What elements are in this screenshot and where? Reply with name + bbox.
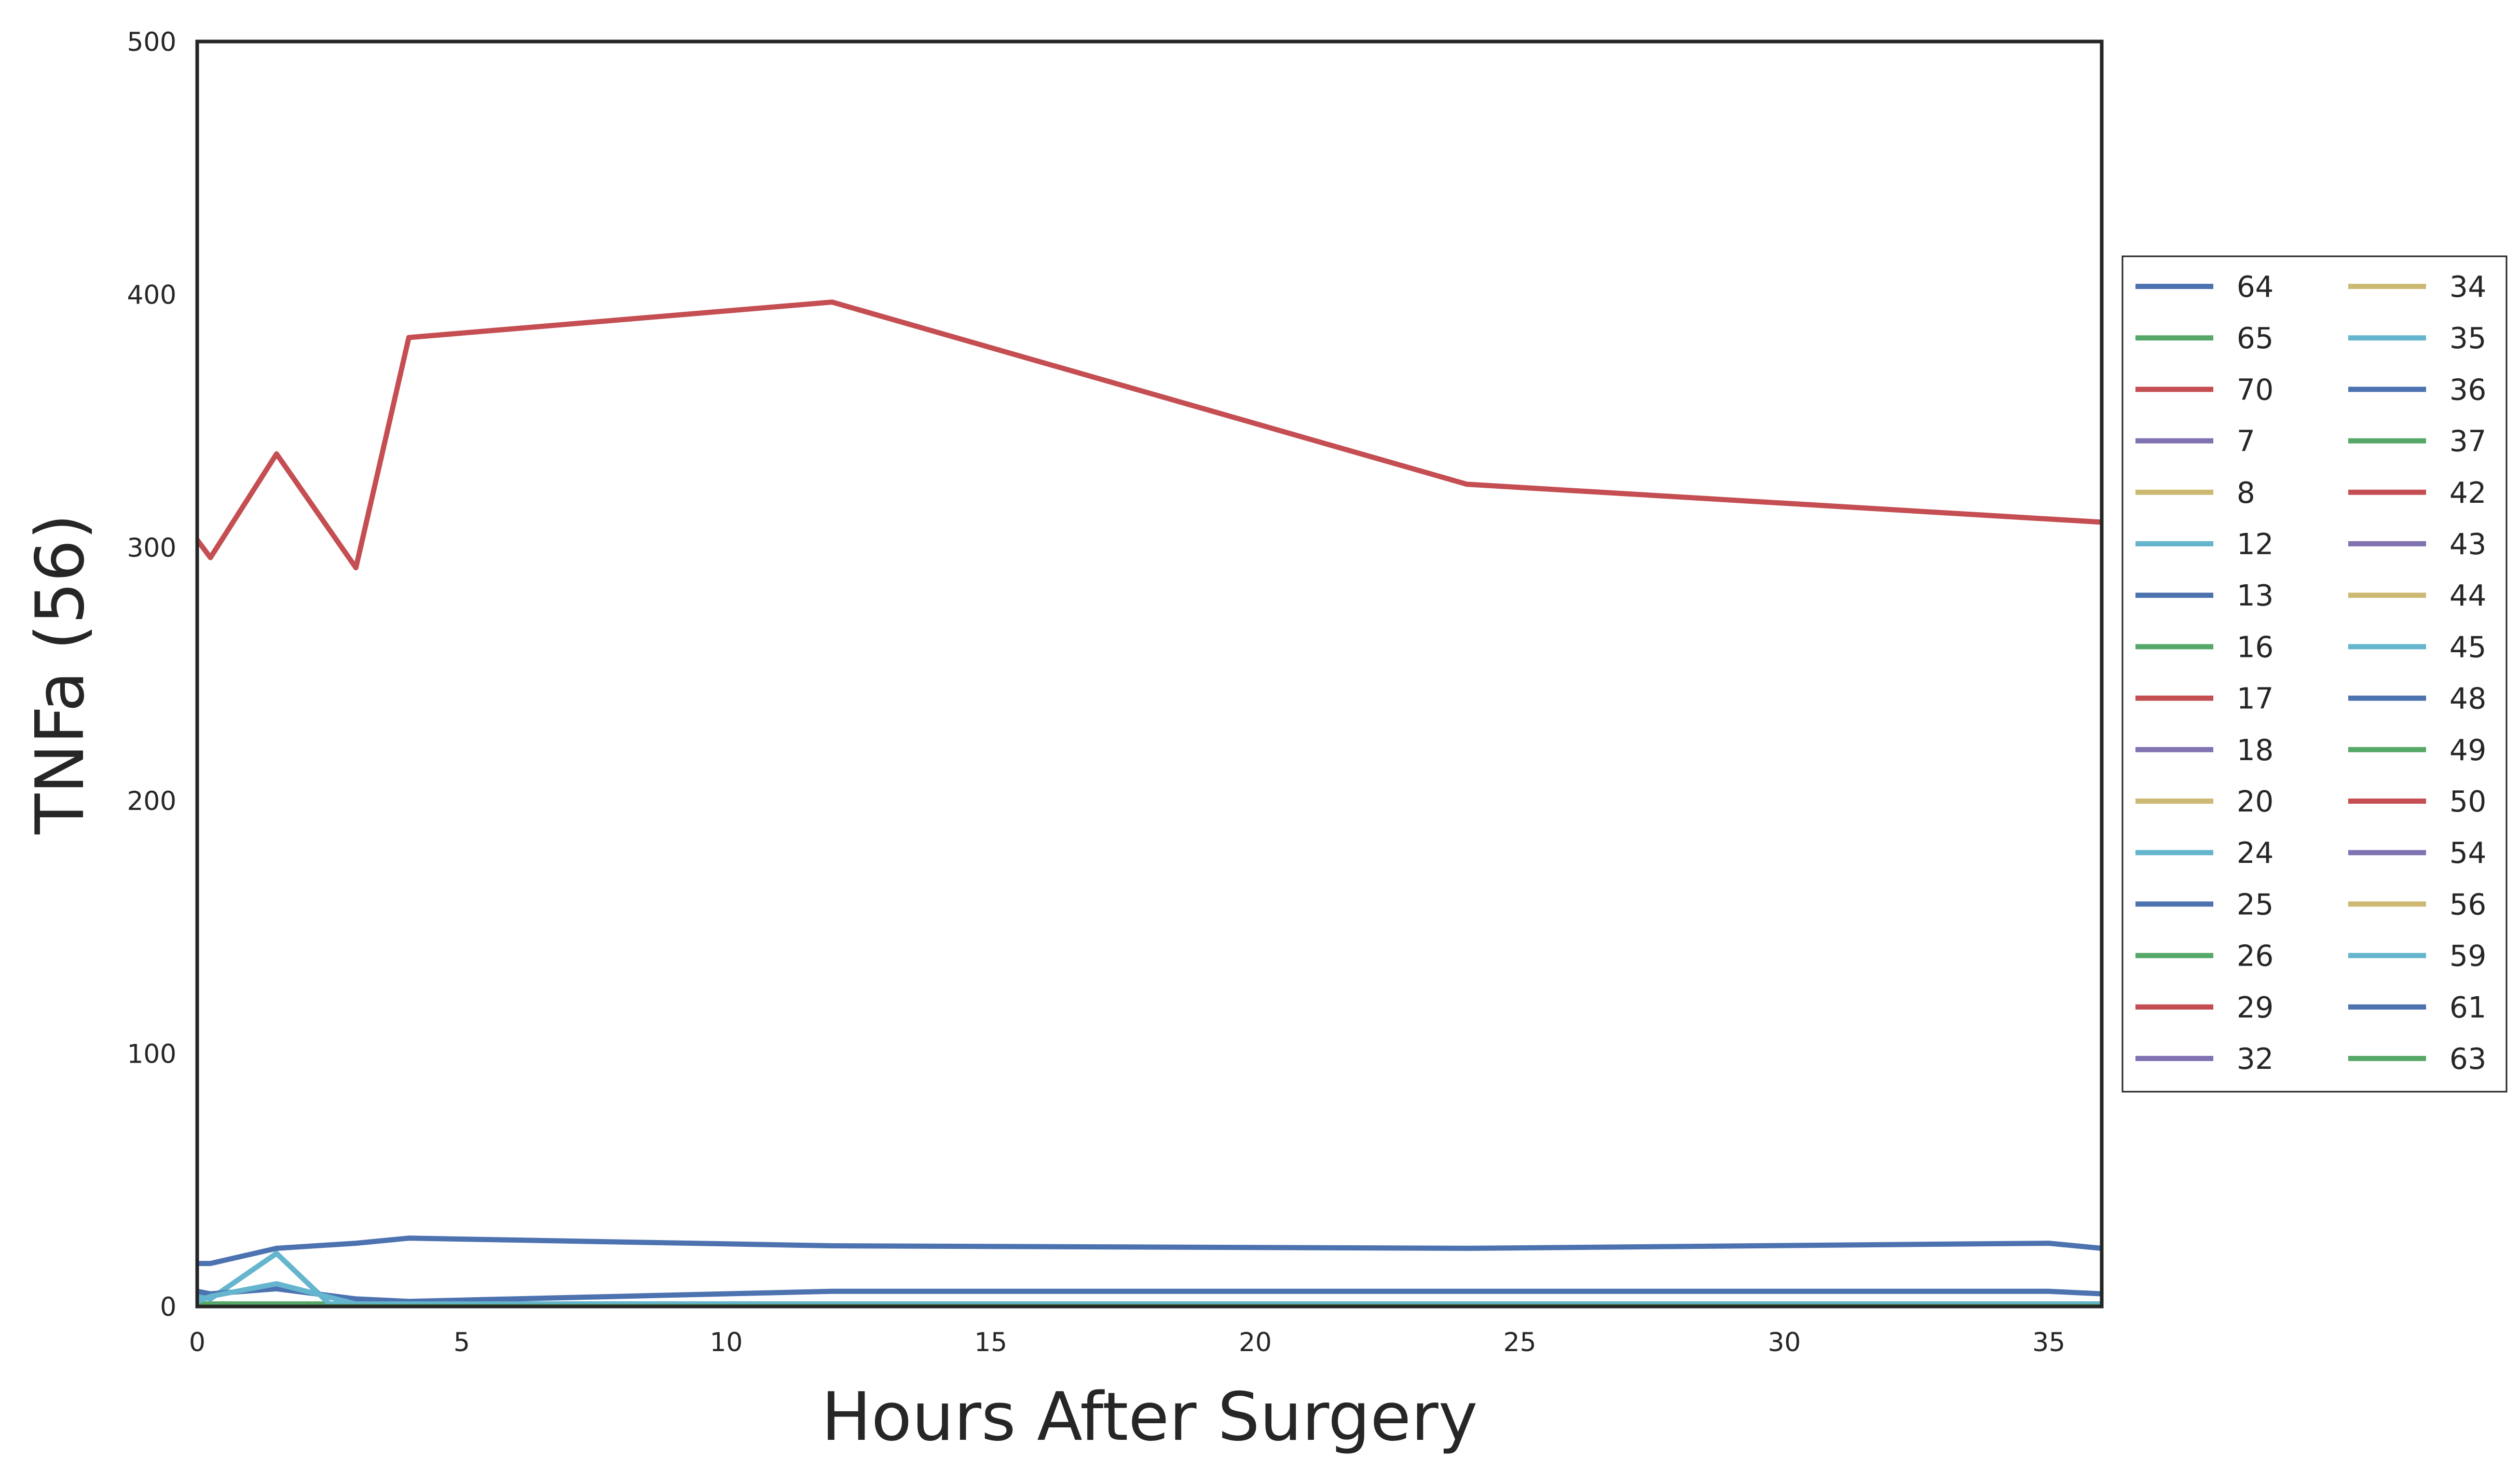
- x-tick-label: 30: [1768, 1327, 1801, 1357]
- legend-label-49: 49: [2449, 734, 2486, 767]
- x-axis-title: Hours After Surgery: [821, 1379, 1478, 1456]
- legend-label-16: 16: [2237, 630, 2274, 664]
- y-tick-label: 100: [127, 1039, 176, 1069]
- x-tick-label: 20: [1239, 1327, 1272, 1357]
- legend-label-37: 37: [2449, 425, 2486, 459]
- x-tick-label: 0: [189, 1327, 206, 1357]
- series-line-64: [197, 1235, 2102, 1267]
- x-tick-label: 15: [974, 1327, 1007, 1357]
- plot-area-frame: [195, 39, 2104, 1309]
- legend-label-8: 8: [2237, 476, 2255, 510]
- legend-label-12: 12: [2237, 528, 2274, 561]
- legend-label-61: 61: [2449, 991, 2486, 1025]
- legend-label-29: 29: [2237, 991, 2274, 1025]
- legend-label-24: 24: [2237, 836, 2274, 870]
- legend-label-44: 44: [2449, 579, 2486, 613]
- legend-label-63: 63: [2449, 1042, 2486, 1076]
- legend-label-26: 26: [2237, 940, 2274, 973]
- legend-label-59: 59: [2449, 940, 2486, 973]
- legend-label-54: 54: [2449, 836, 2486, 870]
- y-tick-label: 500: [127, 27, 176, 57]
- legend-box: [2121, 255, 2508, 1093]
- series-line-13: [197, 1286, 2102, 1304]
- y-tick-label: 0: [160, 1292, 176, 1322]
- x-tick-label: 5: [454, 1327, 470, 1357]
- legend-label-17: 17: [2237, 682, 2274, 716]
- legend: 64 65 70 7 8 12 13 16 17 18 20 24 25 26 29 32 34 35 36 37 42…: [2121, 255, 2508, 1093]
- y-tick-label: 400: [127, 280, 176, 310]
- legend-label-45: 45: [2449, 630, 2486, 664]
- legend-label-65: 65: [2237, 322, 2274, 355]
- legend-label-34: 34: [2449, 270, 2486, 304]
- legend-label-25: 25: [2237, 888, 2274, 921]
- legend-label-35: 35: [2449, 322, 2486, 355]
- legend-label-64: 64: [2237, 270, 2274, 304]
- axis-ticks: 0 5 10 15 20 25 30 35 0 100 200 300 400 500: [127, 27, 2065, 1357]
- legend-label-43: 43: [2449, 528, 2486, 561]
- x-tick-label: 25: [1503, 1327, 1537, 1357]
- y-tick-label: 300: [127, 533, 176, 563]
- series-line-12: [197, 1250, 2102, 1306]
- series-line-70: [197, 299, 2102, 571]
- legend-label-56: 56: [2449, 888, 2486, 921]
- x-tick-label: 10: [710, 1327, 743, 1357]
- legend-label-18: 18: [2237, 734, 2274, 767]
- x-tick-label: 35: [2032, 1327, 2065, 1357]
- legend-label-13: 13: [2237, 579, 2274, 613]
- legend-label-70: 70: [2237, 373, 2274, 407]
- legend-label-50: 50: [2449, 785, 2486, 819]
- legend-label-42: 42: [2449, 476, 2486, 510]
- legend-label-36: 36: [2449, 373, 2486, 407]
- y-tick-label: 200: [127, 786, 176, 816]
- y-axis-title: TNFa (56): [22, 514, 99, 835]
- legend-label-7: 7: [2237, 425, 2255, 459]
- series-layer: [197, 299, 2102, 1306]
- legend-label-48: 48: [2449, 682, 2486, 716]
- legend-label-32: 32: [2237, 1042, 2274, 1076]
- legend-label-20: 20: [2237, 785, 2274, 819]
